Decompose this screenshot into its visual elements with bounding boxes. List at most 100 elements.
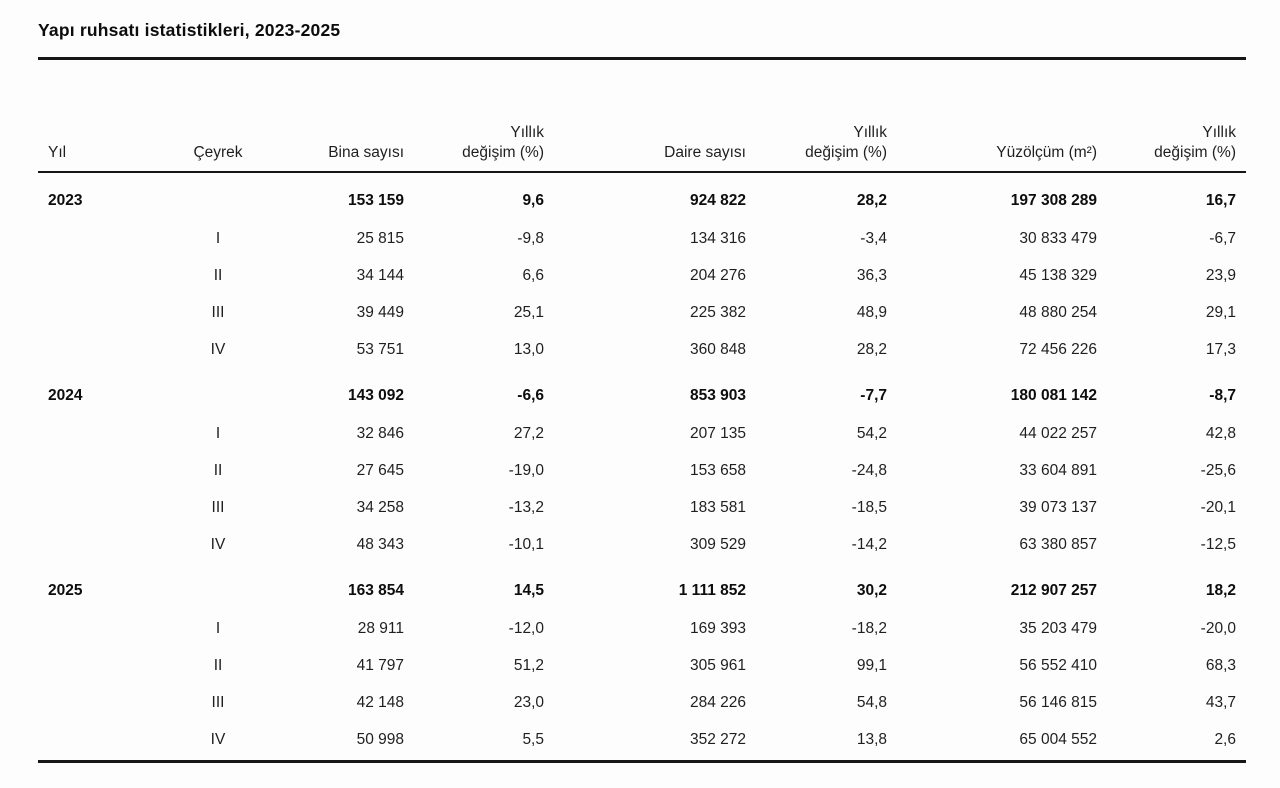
table-row: II 41 797 51,2 305 961 99,1 56 552 410 6… bbox=[38, 647, 1246, 684]
cell-yuzolcum: 56 552 410 bbox=[1019, 656, 1097, 674]
cell-bina-degisim: 51,2 bbox=[513, 656, 544, 674]
cell-daire-sayisi: 360 848 bbox=[689, 340, 746, 358]
cell-bina-sayisi: 34 258 bbox=[356, 498, 404, 516]
cell-yuzolcum: 56 146 815 bbox=[1019, 693, 1097, 711]
cell-ceyrek: I bbox=[215, 424, 221, 442]
cell-yuzolcum-degisim: 17,3 bbox=[1205, 340, 1236, 358]
cell-bina-sayisi: 27 645 bbox=[356, 461, 404, 479]
cell-bina-sayisi: 41 797 bbox=[356, 656, 404, 674]
cell-yuzolcum-degisim: -6,7 bbox=[1209, 229, 1236, 247]
cell-yil bbox=[38, 257, 128, 294]
col-header-yuzolcum: Yüzölçüm (m²) bbox=[887, 60, 1097, 173]
cell-yuzolcum-degisim: 29,1 bbox=[1205, 303, 1236, 321]
cell-yuzolcum-degisim: 18,2 bbox=[1205, 582, 1236, 599]
col-header-daire-degisim: Yıllık değişim (%) bbox=[746, 60, 887, 173]
cell-daire-degisim: -14,2 bbox=[851, 535, 887, 553]
table-row: II 27 645 -19,0 153 658 -24,8 33 604 891… bbox=[38, 452, 1246, 489]
col-header-yuzolcum-degisim: Yıllık değişim (%) bbox=[1097, 60, 1246, 173]
cell-yuzolcum: 212 907 257 bbox=[1010, 582, 1097, 599]
col-header-bina-sayisi: Bina sayısı bbox=[308, 60, 404, 173]
cell-daire-degisim: -18,2 bbox=[851, 619, 887, 637]
cell-bina-degisim: -12,0 bbox=[508, 619, 544, 637]
cell-bina-sayisi: 48 343 bbox=[356, 535, 404, 553]
cell-daire-sayisi: 134 316 bbox=[689, 229, 746, 247]
cell-yil bbox=[38, 294, 128, 331]
table-row: 2023 153 159 9,6 924 822 28,2 197 308 28… bbox=[38, 172, 1246, 220]
cell-yil bbox=[38, 610, 128, 647]
cell-daire-sayisi: 204 276 bbox=[689, 266, 746, 284]
cell-yuzolcum-degisim: -8,7 bbox=[1209, 387, 1236, 404]
cell-daire-degisim: 30,2 bbox=[856, 582, 887, 599]
cell-yuzolcum: 48 880 254 bbox=[1019, 303, 1097, 321]
cell-yil bbox=[38, 489, 128, 526]
cell-ceyrek: I bbox=[215, 619, 221, 637]
cell-yuzolcum: 33 604 891 bbox=[1019, 461, 1097, 479]
cell-yil bbox=[38, 220, 128, 257]
table-row: IV 50 998 5,5 352 272 13,8 65 004 552 2,… bbox=[38, 721, 1246, 763]
cell-yil bbox=[38, 721, 128, 763]
cell-bina-degisim: 27,2 bbox=[513, 424, 544, 442]
cell-yuzolcum: 72 456 226 bbox=[1019, 340, 1097, 358]
cell-bina-degisim: 13,0 bbox=[513, 340, 544, 358]
cell-yuzolcum-degisim: -20,0 bbox=[1200, 619, 1236, 637]
col-header-ceyrek: Çeyrek bbox=[128, 60, 308, 173]
cell-daire-sayisi: 853 903 bbox=[689, 387, 746, 404]
cell-ceyrek: III bbox=[211, 693, 225, 711]
table-row: I 32 846 27,2 207 135 54,2 44 022 257 42… bbox=[38, 415, 1246, 452]
cell-bina-degisim: -13,2 bbox=[508, 498, 544, 516]
page-title: Yapı ruhsatı istatistikleri, 2023-2025 bbox=[38, 20, 341, 40]
cell-yuzolcum-degisim: 43,7 bbox=[1205, 693, 1236, 711]
cell-daire-sayisi: 284 226 bbox=[689, 693, 746, 711]
cell-yuzolcum: 65 004 552 bbox=[887, 721, 1097, 763]
cell-ceyrek: III bbox=[211, 303, 225, 321]
col-header-daire-sayisi: Daire sayısı bbox=[544, 60, 746, 173]
table-row: III 39 449 25,1 225 382 48,9 48 880 254 … bbox=[38, 294, 1246, 331]
cell-daire-degisim: 36,3 bbox=[856, 266, 887, 284]
cell-ceyrek: II bbox=[213, 656, 223, 674]
cell-bina-degisim: 9,6 bbox=[522, 192, 544, 209]
cell-bina-sayisi: 32 846 bbox=[356, 424, 404, 442]
building-permit-statistics-table: Yıl Çeyrek Bina sayısı Yıllık değişim (%… bbox=[38, 60, 1246, 763]
cell-ceyrek: IV bbox=[210, 340, 226, 358]
cell-daire-degisim: -7,7 bbox=[860, 387, 887, 404]
cell-ceyrek bbox=[128, 172, 308, 220]
cell-ceyrek bbox=[128, 368, 308, 415]
cell-ceyrek: II bbox=[213, 266, 223, 284]
cell-yuzolcum: 39 073 137 bbox=[1019, 498, 1097, 516]
col-header-yil: Yıl bbox=[38, 60, 128, 173]
cell-yuzolcum: 180 081 142 bbox=[1010, 387, 1097, 404]
cell-yil bbox=[38, 684, 128, 721]
cell-bina-sayisi: 34 144 bbox=[356, 266, 404, 284]
cell-bina-degisim: 14,5 bbox=[513, 582, 544, 599]
cell-bina-sayisi: 25 815 bbox=[356, 229, 404, 247]
cell-ceyrek: I bbox=[215, 229, 221, 247]
cell-bina-sayisi: 163 854 bbox=[347, 582, 404, 599]
cell-daire-sayisi: 207 135 bbox=[689, 424, 746, 442]
cell-bina-degisim: 23,0 bbox=[513, 693, 544, 711]
page: Yapı ruhsatı istatistikleri, 2023-2025 Y… bbox=[38, 20, 1246, 763]
cell-yil bbox=[38, 526, 128, 563]
table-row: I 25 815 -9,8 134 316 -3,4 30 833 479 -6… bbox=[38, 220, 1246, 257]
cell-daire-sayisi: 924 822 bbox=[689, 192, 746, 209]
cell-bina-sayisi: 143 092 bbox=[347, 387, 404, 404]
cell-yuzolcum-degisim: -20,1 bbox=[1200, 498, 1236, 516]
cell-daire-sayisi: 153 658 bbox=[689, 461, 746, 479]
cell-daire-degisim: 48,9 bbox=[856, 303, 887, 321]
cell-yuzolcum: 44 022 257 bbox=[1019, 424, 1097, 442]
cell-daire-sayisi: 225 382 bbox=[689, 303, 746, 321]
cell-daire-degisim: 28,2 bbox=[856, 192, 887, 209]
cell-yuzolcum-degisim: -25,6 bbox=[1200, 461, 1236, 479]
cell-yil bbox=[38, 331, 128, 368]
cell-daire-degisim: 99,1 bbox=[856, 656, 887, 674]
cell-bina-sayisi: 28 911 bbox=[357, 619, 404, 637]
table-row: 2025 163 854 14,5 1 111 852 30,2 212 907… bbox=[38, 563, 1246, 610]
cell-yuzolcum-degisim: 16,7 bbox=[1205, 192, 1236, 209]
cell-ceyrek: II bbox=[213, 461, 223, 479]
table-row: 2024 143 092 -6,6 853 903 -7,7 180 081 1… bbox=[38, 368, 1246, 415]
cell-yil bbox=[38, 452, 128, 489]
title-divider bbox=[38, 57, 1246, 60]
cell-yuzolcum-degisim: -12,5 bbox=[1200, 535, 1236, 553]
cell-ceyrek: III bbox=[211, 498, 225, 516]
cell-yuzolcum-degisim: 42,8 bbox=[1205, 424, 1236, 442]
cell-ceyrek bbox=[128, 563, 308, 610]
